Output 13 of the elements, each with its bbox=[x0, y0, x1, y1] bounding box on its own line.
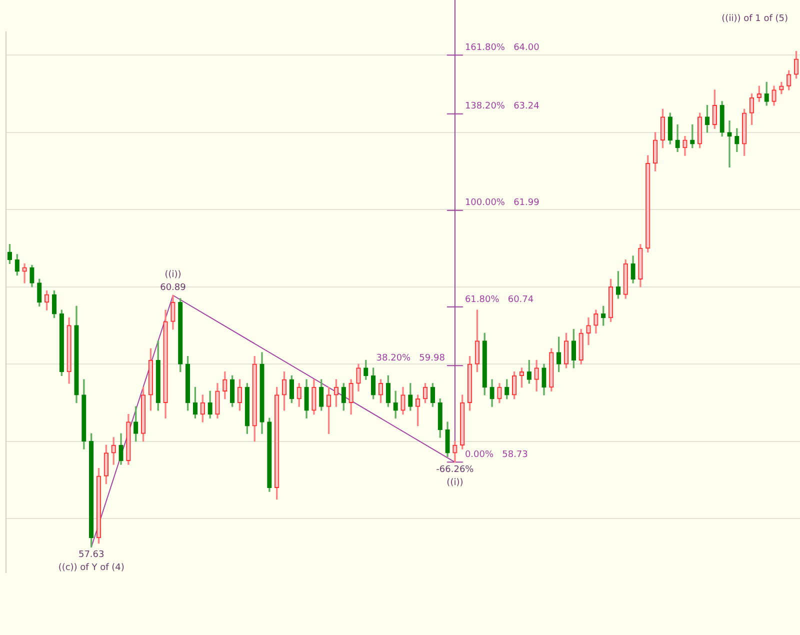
annotation: ((i)) bbox=[164, 270, 182, 280]
annotation: 57.63 bbox=[78, 550, 104, 560]
annotation: ((i)) bbox=[446, 478, 464, 488]
ref-line-label: 100.00% 61.99 bbox=[464, 198, 540, 208]
ref-line-label: 161.80% 64.00 bbox=[464, 43, 540, 54]
ref-line-label: 61.80% 60.74 bbox=[464, 294, 534, 305]
annotation: 60.89 bbox=[160, 283, 186, 294]
annotation: ((c)) of Y of (4) bbox=[58, 562, 124, 573]
ref-line-label: 38.20% 59.98 bbox=[376, 353, 446, 364]
text: ((ii)) of 1 of (5) bbox=[722, 14, 788, 24]
annotation: -66.26% bbox=[436, 465, 474, 476]
ref-line-label: 138.20% 63.24 bbox=[464, 102, 540, 112]
ref-line-label: 0.00% 58.73 bbox=[464, 450, 528, 460]
